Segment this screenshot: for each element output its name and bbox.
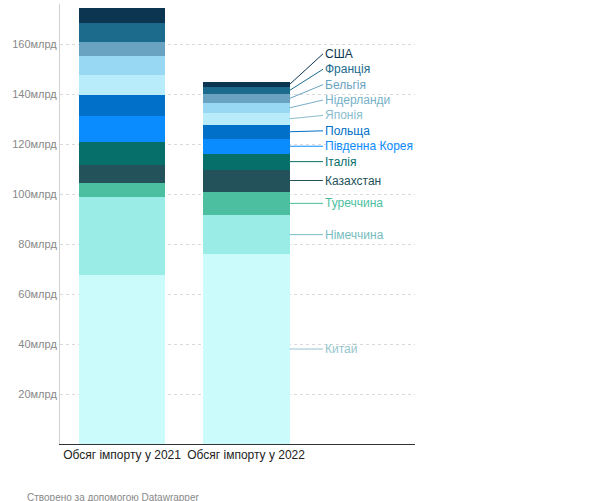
- svg-text:Бельгія: Бельгія: [325, 78, 366, 92]
- svg-text:Німеччина: Німеччина: [325, 228, 384, 242]
- svg-text:Франція: Франція: [325, 62, 370, 76]
- svg-text:100млрд: 100млрд: [12, 188, 57, 200]
- svg-text:Італія: Італія: [325, 155, 357, 169]
- svg-text:160млрд: 160млрд: [12, 38, 57, 50]
- svg-text:20млрд: 20млрд: [18, 388, 57, 400]
- svg-text:Нідерланди: Нідерланди: [325, 93, 390, 107]
- svg-text:Туреччина: Туреччина: [325, 196, 383, 210]
- svg-text:Казахстан: Казахстан: [325, 174, 381, 188]
- svg-text:Польща: Польща: [325, 124, 370, 138]
- svg-text:Обсяг імпорту у 2021: Обсяг імпорту у 2021: [63, 448, 181, 462]
- svg-text:120млрд: 120млрд: [12, 138, 57, 150]
- svg-text:140млрд: 140млрд: [12, 88, 57, 100]
- svg-text:40млрд: 40млрд: [18, 338, 57, 350]
- svg-text:Китай: Китай: [325, 342, 357, 356]
- svg-text:80млрд: 80млрд: [18, 238, 57, 250]
- svg-text:Створено за допомогою Datawrap: Створено за допомогою Datawrapper: [27, 492, 199, 501]
- svg-text:США: США: [325, 47, 353, 61]
- svg-text:Південна Корея: Південна Корея: [325, 139, 413, 153]
- svg-text:Обсяг імпорту у 2022: Обсяг імпорту у 2022: [187, 448, 305, 462]
- svg-text:60млрд: 60млрд: [18, 288, 57, 300]
- svg-text:Японія: Японія: [325, 108, 363, 122]
